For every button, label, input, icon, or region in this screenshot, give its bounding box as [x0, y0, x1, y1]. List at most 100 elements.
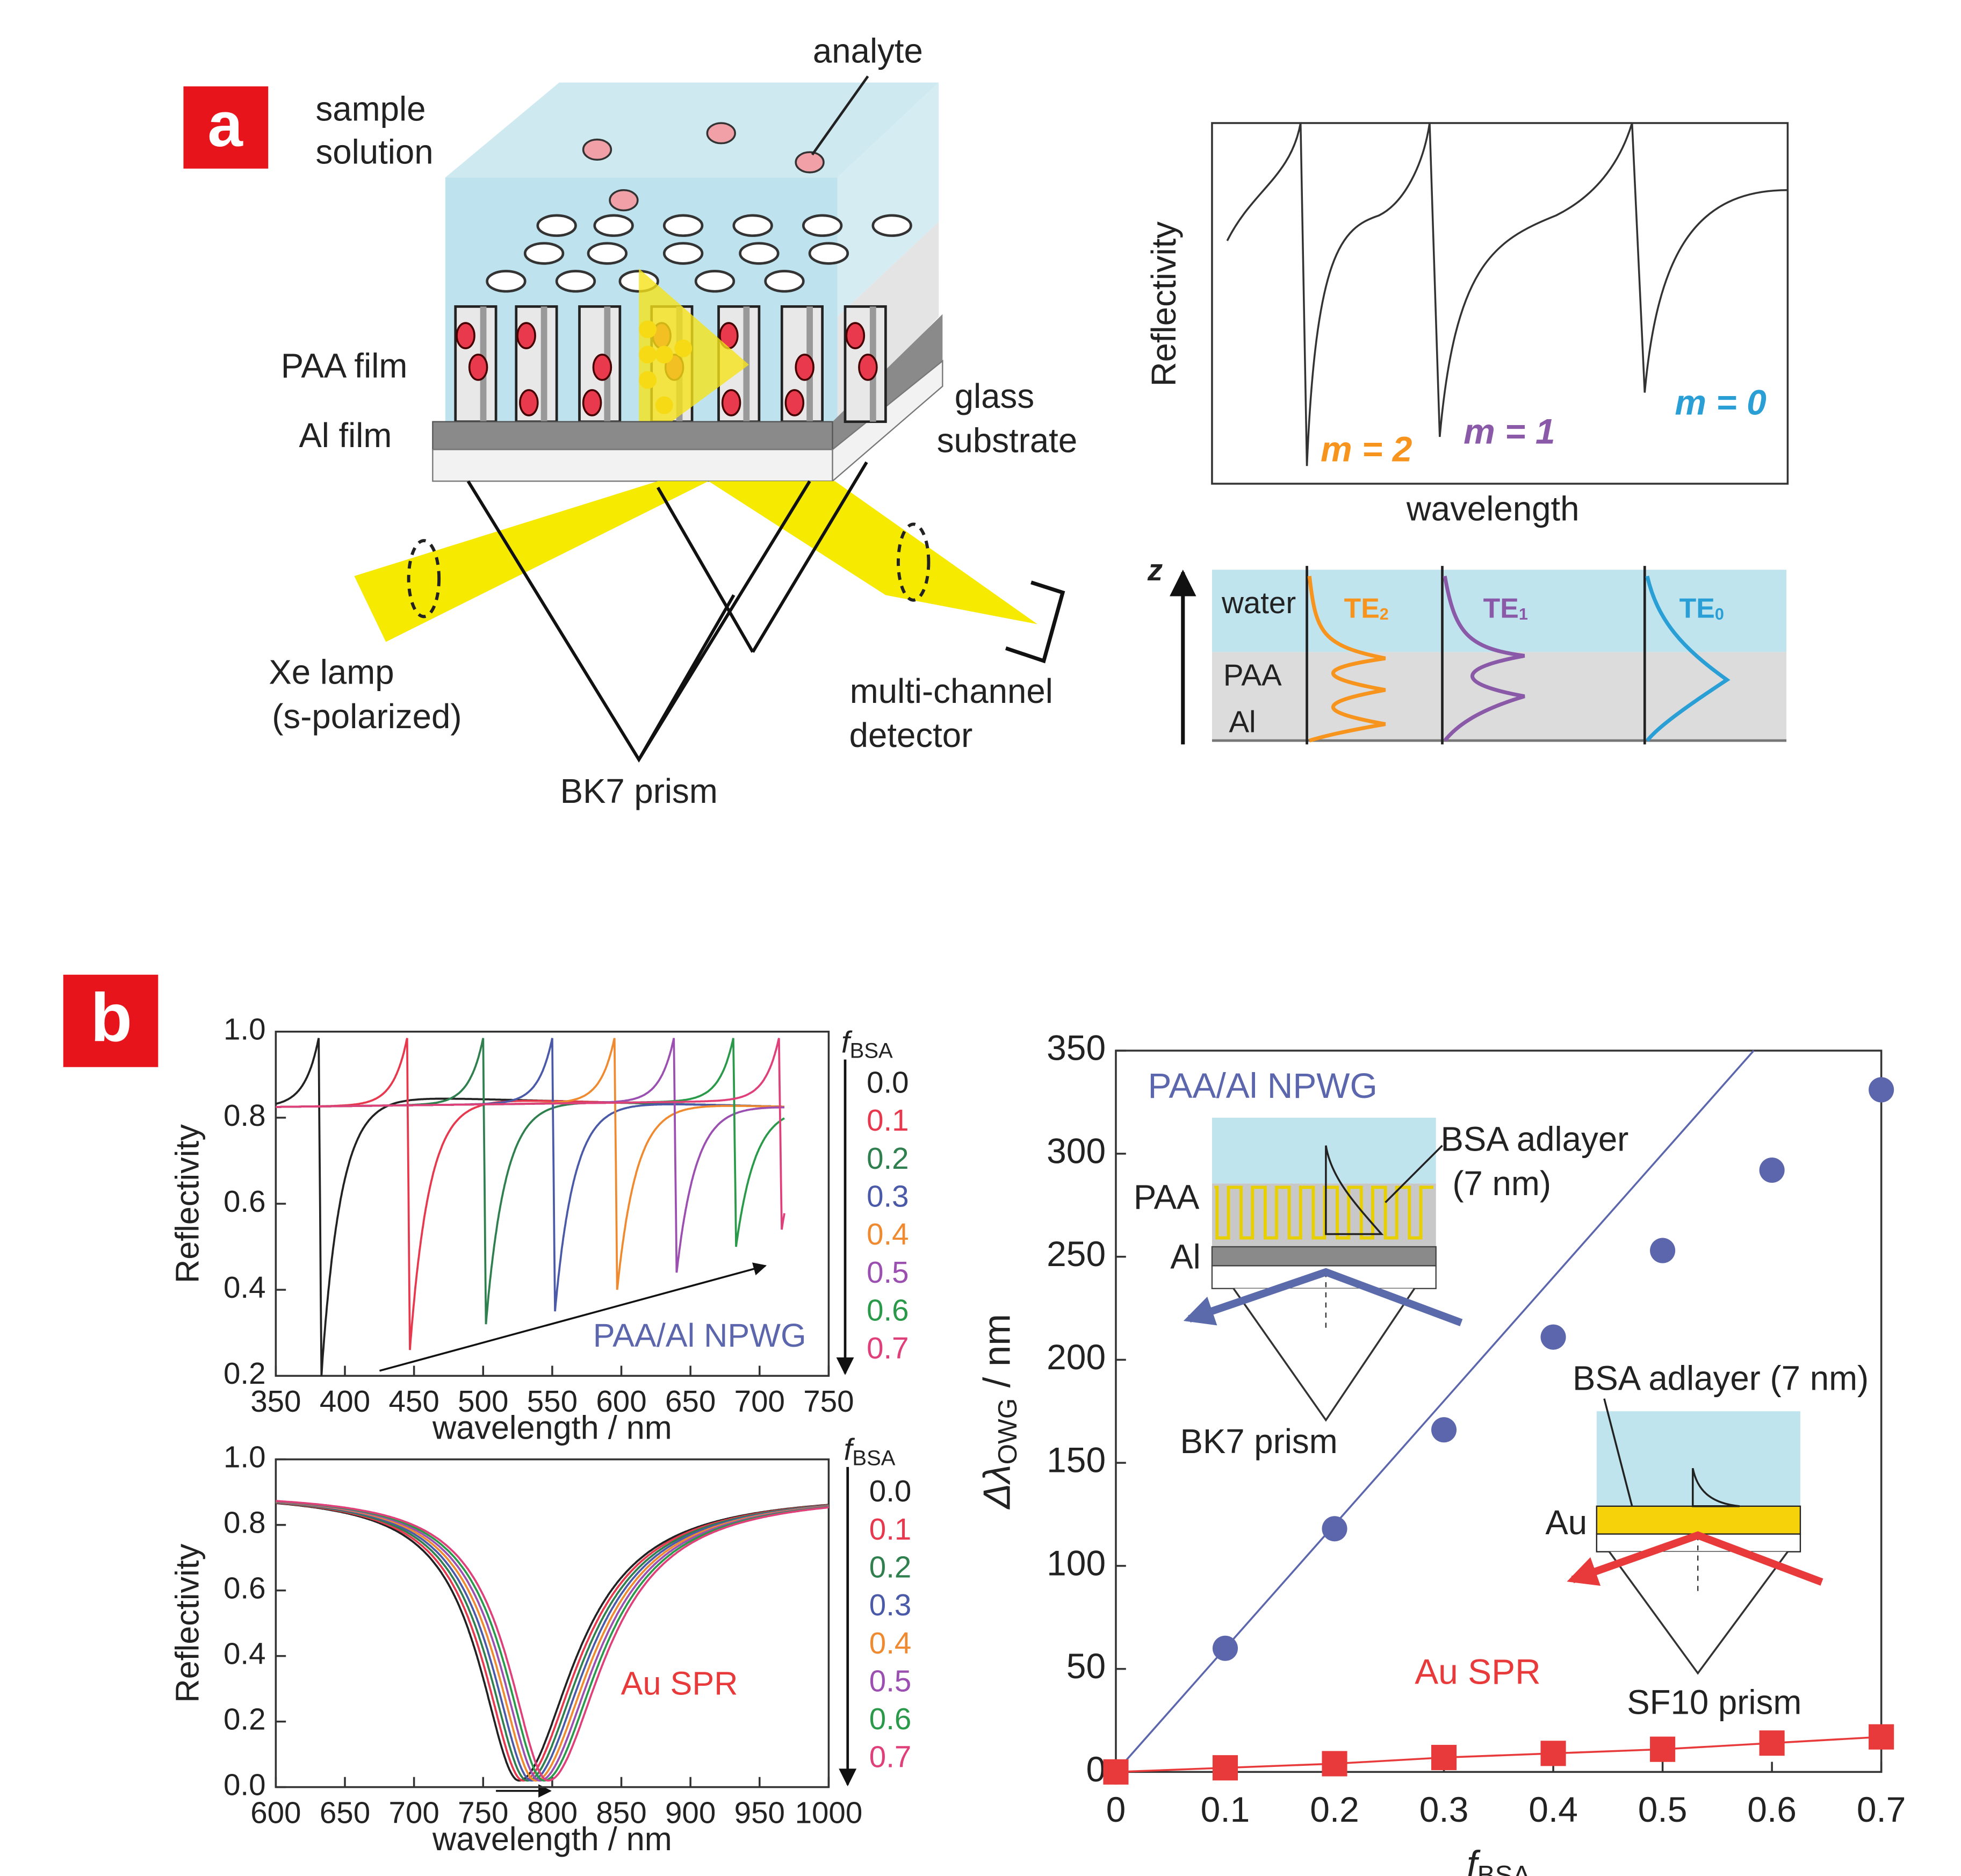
pore: [523, 242, 565, 265]
pore: [587, 242, 628, 265]
point: [1869, 1724, 1894, 1750]
spectrum: [276, 1501, 829, 1782]
mode-profile: [1645, 576, 1731, 742]
label-lamp: Xe lamp: [269, 653, 394, 691]
legend-entry: 0.5: [869, 1664, 912, 1698]
inset-label: (7 nm): [1452, 1165, 1551, 1203]
mode-order: m = 1: [1463, 412, 1555, 451]
x-tick-label: 0.3: [1419, 1789, 1469, 1829]
plot-frame: [275, 1458, 830, 1788]
point: [1431, 1417, 1457, 1443]
analyte-dot: [468, 354, 488, 381]
pore: [662, 242, 704, 265]
legend-entry: 0.3: [867, 1180, 909, 1213]
reflected-beam: [708, 481, 1037, 624]
legend-entry: 0.4: [867, 1217, 909, 1251]
label-polarization: (s-polarized): [272, 698, 462, 736]
pore: [593, 214, 634, 237]
panel-a: a analyte sample solution PAA film Al fi…: [183, 32, 1789, 810]
x-tick-label: 700: [734, 1384, 785, 1418]
y-tick-label: 1.0: [224, 1440, 266, 1474]
mode-order: m = 0: [1675, 383, 1767, 422]
analyte-dot: [582, 389, 602, 416]
x-axis-label-sub: BSA: [1477, 1860, 1531, 1876]
analyte-dot: [516, 322, 536, 349]
analyte: [795, 151, 825, 174]
point: [1431, 1744, 1457, 1771]
y-tick-label: 50: [1066, 1646, 1106, 1686]
label-analyte: analyte: [813, 32, 923, 70]
prism: [466, 461, 868, 763]
y-tick-label: 250: [1047, 1234, 1106, 1274]
pore: [486, 270, 527, 293]
point: [1650, 1736, 1676, 1762]
spectrum: [275, 1500, 829, 1782]
inset-prism: [1232, 1288, 1416, 1422]
legend-entry: 0.3: [869, 1588, 912, 1622]
spectrum: [276, 1038, 784, 1312]
x-tick-label: 0.7: [1857, 1789, 1906, 1829]
analyte: [609, 189, 639, 212]
inset-beam: [1183, 1268, 1463, 1326]
y-axis-label-main: Δλ: [975, 1464, 1018, 1510]
inset-prism: [1608, 1551, 1789, 1675]
label-wavelength: wavelength: [1406, 490, 1580, 528]
y-axis-label: Reflectivity: [169, 1124, 205, 1283]
analyte-pointer: [811, 75, 869, 156]
spectrum: [276, 1038, 785, 1247]
y-tick-label: 0: [1086, 1749, 1106, 1789]
solution-side: [837, 82, 939, 317]
x-tick-label: 700: [388, 1795, 439, 1829]
x-axis-label: wavelength / nm: [432, 1821, 672, 1857]
inset-label: BSA adlayer (7 nm): [1573, 1359, 1869, 1397]
point: [1212, 1755, 1238, 1781]
x-tick-label: 650: [320, 1795, 370, 1829]
spectrum: [276, 1502, 829, 1782]
panel-label: a: [207, 89, 243, 160]
mode-label-main: TE: [1344, 592, 1380, 623]
legend-title-sub: BSA: [850, 1039, 893, 1062]
spectrum: [275, 1501, 829, 1782]
analyte-dot: [784, 389, 805, 416]
point: [1103, 1759, 1129, 1785]
y-tick-label: 0.6: [224, 1184, 266, 1218]
mode-label: TE0: [1679, 592, 1724, 623]
label-z: z: [1147, 553, 1163, 587]
x-tick-label: 0.6: [1747, 1789, 1797, 1829]
x-tick-label: 750: [803, 1384, 854, 1418]
inset-field: [1325, 1145, 1384, 1235]
analyte-dot: [592, 354, 612, 381]
pore: [808, 242, 849, 265]
y-tick-label: 0.4: [224, 1637, 266, 1671]
legend-entry: 0.0: [869, 1474, 912, 1508]
legend-entry: 0.7: [869, 1740, 912, 1774]
inset-pointer: [1385, 1145, 1443, 1203]
label-reflectivity: Reflectivity: [1145, 221, 1183, 387]
x-axis-label: fBSA: [1467, 1843, 1531, 1876]
incident-beam: [354, 481, 709, 642]
series-label: Au SPR: [1415, 1651, 1541, 1691]
label-al: Al: [1229, 705, 1256, 738]
label-paa-film: PAA film: [281, 347, 408, 385]
inset-label: BK7 prism: [1180, 1422, 1337, 1461]
label-detector: multi-channel: [850, 672, 1053, 710]
y-tick-label: 0.8: [224, 1098, 266, 1132]
y-tick-label: 0.2: [224, 1702, 266, 1736]
x-tick-label: 800: [527, 1795, 578, 1829]
spectrum: [276, 1500, 829, 1782]
analyte-dot: [858, 354, 878, 381]
point: [1322, 1751, 1347, 1777]
legend-title-sub: BSA: [852, 1446, 895, 1470]
x-tick-label: 0.2: [1310, 1789, 1359, 1829]
annotation: Au SPR: [621, 1665, 738, 1701]
x-tick-label: 0.1: [1201, 1789, 1250, 1829]
y-tick-label: 1.0: [224, 1012, 266, 1046]
mode-label-main: TE: [1679, 592, 1715, 623]
x-tick-label: 650: [665, 1384, 716, 1418]
reflectivity-sketch: [1226, 123, 1788, 466]
point: [1650, 1238, 1676, 1263]
inset-label: PAA: [1134, 1178, 1200, 1217]
legend-entry: 0.2: [867, 1141, 909, 1175]
